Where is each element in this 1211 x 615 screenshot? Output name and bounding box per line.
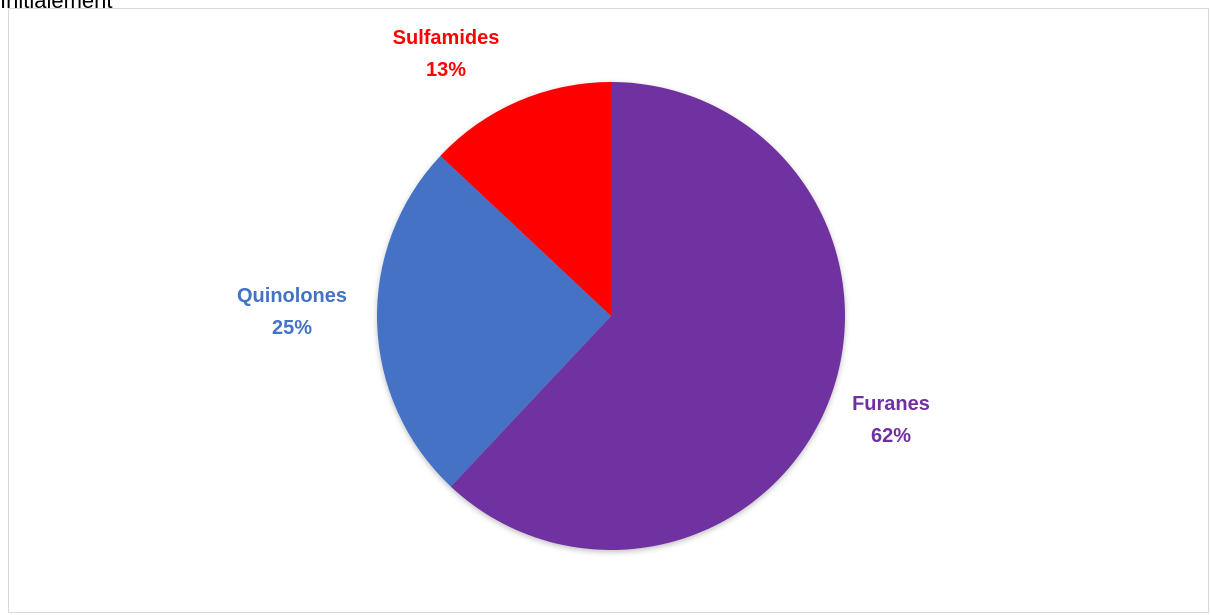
pie-percent-quinolones: 25% <box>272 317 312 339</box>
pie-percent-furanes: 62% <box>871 425 911 447</box>
pie-label-quinolones: Quinolones <box>237 285 347 307</box>
pie-slice-furanes <box>450 82 845 550</box>
pie-label-sulfamides: Sulfamides <box>393 27 500 49</box>
pie-percent-sulfamides: 13% <box>426 59 466 81</box>
pie-label-furanes: Furanes <box>852 393 930 415</box>
pie-slice-sulfamides <box>440 82 611 316</box>
pie-slice-quinolones <box>377 155 611 487</box>
